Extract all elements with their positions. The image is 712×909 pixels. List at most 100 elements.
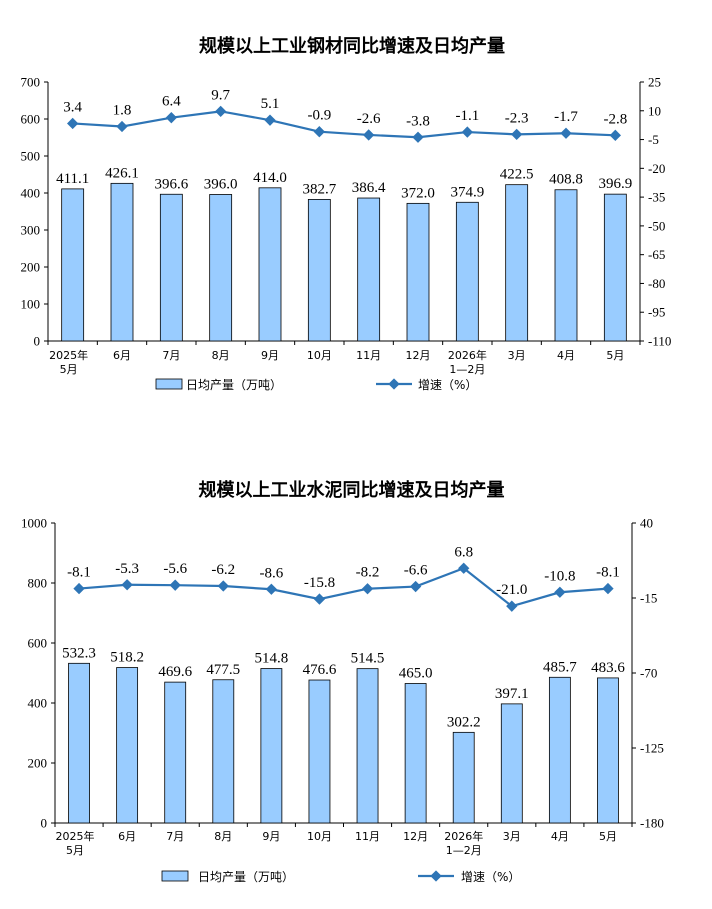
- bar-value-label: 477.5: [206, 662, 240, 678]
- bar: [61, 188, 85, 342]
- left-tick-label: 0: [34, 334, 41, 349]
- x-category-label: 4月: [557, 349, 575, 362]
- line-value-label: -1.7: [554, 109, 578, 125]
- bar: [603, 193, 627, 342]
- line-point: [313, 126, 325, 138]
- bar-value-label: 302.2: [447, 714, 481, 730]
- right-tick-label: -110: [648, 334, 671, 349]
- bar: [597, 677, 619, 824]
- bar-value-label: 514.5: [351, 651, 385, 667]
- line-point: [560, 127, 572, 139]
- line-point: [506, 600, 518, 612]
- x-category-label: 10月: [307, 349, 332, 362]
- bar: [357, 197, 381, 342]
- left-tick-label: 600: [28, 636, 48, 651]
- x-category-label: 8月: [212, 349, 230, 362]
- bar: [68, 662, 90, 824]
- legend-bar-label: 日均产量（万吨）: [198, 870, 294, 884]
- bar-value-label: 485.7: [543, 659, 577, 675]
- bar-value-label: 483.6: [591, 660, 625, 676]
- line-point: [165, 112, 177, 124]
- bar: [404, 683, 427, 824]
- line-point: [554, 586, 566, 598]
- line-point: [609, 129, 621, 141]
- line-point: [73, 582, 85, 595]
- line-value-label: -8.2: [356, 565, 380, 581]
- line-value-label: -1.1: [455, 108, 479, 124]
- bar-value-label: 396.0: [204, 176, 238, 192]
- line-value-label: 6.8: [454, 544, 473, 560]
- line-value-label: -5.3: [115, 561, 139, 577]
- line-point: [264, 114, 276, 126]
- line-value-label: -5.6: [163, 561, 187, 577]
- right-tick-label: -15: [640, 591, 657, 606]
- chart-title: 规模以上工业钢材同比增速及日均产量: [199, 35, 505, 57]
- x-category-label: 12月: [406, 349, 431, 362]
- legend-line-marker: [388, 378, 400, 390]
- bar: [260, 668, 283, 824]
- bar: [307, 199, 331, 342]
- bar-value-label: 382.7: [302, 181, 336, 197]
- x-category-label: 6月: [113, 349, 131, 362]
- x-category-label: 9月: [262, 830, 280, 843]
- line-value-label: 6.4: [162, 94, 181, 110]
- x-category-label: 2025年: [56, 829, 95, 843]
- chart-title: 规模以上工业水泥同比增速及日均产量: [199, 479, 505, 501]
- bar: [505, 184, 529, 342]
- right-tick-label: 10: [648, 103, 661, 118]
- line-value-label: -2.6: [357, 111, 381, 127]
- line-value-label: -3.8: [406, 113, 430, 129]
- bar: [159, 193, 183, 342]
- right-tick-label: -50: [648, 218, 665, 233]
- line-point: [116, 120, 128, 133]
- bar: [110, 182, 134, 342]
- x-category-label: 2026年: [448, 348, 487, 362]
- left-tick-label: 600: [21, 112, 41, 127]
- line-value-label: -0.9: [307, 108, 331, 124]
- right-tick-label: -20: [648, 161, 665, 176]
- left-tick-label: 200: [28, 756, 48, 771]
- bar-value-label: 532.3: [62, 645, 96, 661]
- x-category-label: 11月: [356, 349, 381, 362]
- line-value-label: -2.3: [505, 110, 529, 126]
- line-point: [363, 129, 375, 141]
- bar: [500, 703, 523, 824]
- legend-line-label: 增速（%）: [418, 378, 477, 392]
- x-category-label: 7月: [162, 349, 180, 362]
- line-point: [313, 593, 326, 605]
- right-tick-label: -180: [640, 816, 664, 831]
- bar: [452, 731, 475, 824]
- legend-bar-swatch: [161, 870, 189, 882]
- bar-value-label: 422.5: [500, 167, 534, 183]
- bar-value-label: 514.8: [255, 651, 289, 667]
- line-point: [67, 117, 79, 130]
- bar-value-label: 518.2: [110, 650, 144, 666]
- right-tick-label: -65: [648, 247, 665, 262]
- bar: [164, 681, 187, 824]
- x-category-label: 12月: [403, 830, 428, 843]
- x-category-label: 5月: [599, 830, 617, 843]
- bar-value-label: 397.1: [495, 686, 529, 702]
- x-category-label: 6月: [118, 830, 136, 843]
- line-value-label: -8.1: [596, 565, 620, 581]
- line-value-label: -8.6: [260, 565, 284, 581]
- line-point: [412, 131, 424, 143]
- bar: [308, 679, 331, 824]
- line-value-label: -10.8: [544, 568, 575, 584]
- legend-bar-swatch: [155, 378, 183, 390]
- right-tick-label: -125: [640, 741, 664, 756]
- line-point: [361, 583, 374, 595]
- bar: [116, 667, 139, 824]
- right-tick-label: 25: [648, 75, 661, 90]
- line-point: [602, 582, 614, 595]
- left-tick-label: 400: [21, 186, 41, 201]
- x-category-label: 5月: [66, 844, 84, 857]
- bar-value-label: 426.1: [105, 165, 139, 181]
- legend-bar-label: 日均产量（万吨）: [186, 378, 282, 392]
- bar: [209, 194, 233, 342]
- legend-line-marker: [430, 870, 442, 882]
- x-category-label: 9月: [261, 349, 279, 362]
- line-value-label: 9.7: [211, 87, 230, 103]
- bar-value-label: 396.6: [154, 176, 188, 192]
